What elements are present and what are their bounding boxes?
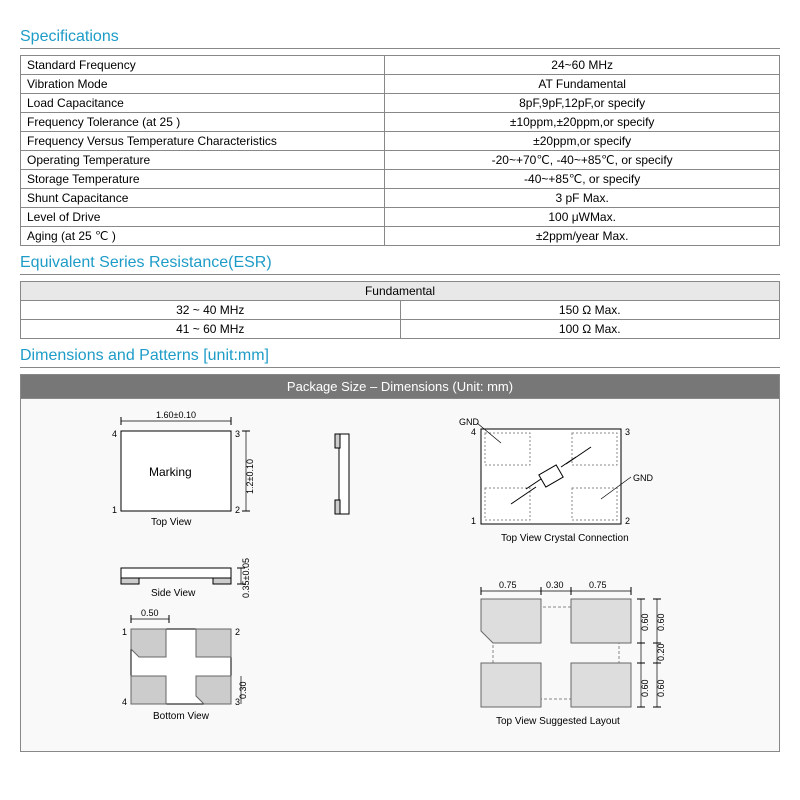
suggested-layout-diagram: 0.75 0.30 0.75 0.60 0.20 0.60 0	[441, 579, 701, 732]
side-view-diagram: 0.35±0.05 Side View	[101, 554, 281, 607]
pkg-header: Package Size – Dimensions (Unit: mm)	[20, 374, 780, 399]
spec-label: Level of Drive	[21, 208, 385, 227]
svg-text:Bottom View: Bottom View	[153, 711, 210, 722]
svg-text:2: 2	[235, 627, 240, 637]
spec-value: 24~60 MHz	[385, 56, 780, 75]
esr-value: 100 Ω Max.	[400, 320, 780, 339]
svg-text:Top View Suggested Layout: Top View Suggested Layout	[496, 716, 620, 727]
svg-text:Marking: Marking	[149, 465, 192, 479]
svg-text:Side View: Side View	[151, 588, 196, 599]
pkg-body: 1.60±0.10 Marking 4 3 1 2 1.2±0.10 Top V…	[20, 399, 780, 752]
svg-text:0.60: 0.60	[656, 613, 666, 631]
svg-text:0.60: 0.60	[656, 679, 666, 697]
svg-text:3: 3	[625, 427, 630, 437]
spec-label: Frequency Tolerance (at 25 )	[21, 113, 385, 132]
spec-value: 3 pF Max.	[385, 189, 780, 208]
esr-value: 150 Ω Max.	[400, 301, 780, 320]
side-small-diagram	[331, 429, 361, 532]
svg-text:GND: GND	[633, 473, 654, 483]
spec-value: -40~+85℃, or specify	[385, 170, 780, 189]
svg-text:1: 1	[122, 627, 127, 637]
svg-text:4: 4	[471, 427, 476, 437]
dims-heading: Dimensions and Patterns [unit:mm]	[20, 347, 780, 368]
svg-text:Top View Crystal Connection: Top View Crystal Connection	[501, 533, 629, 544]
esr-table: Fundamental 32 ~ 40 MHz150 Ω Max.41 ~ 60…	[20, 281, 780, 339]
svg-text:GND: GND	[459, 417, 480, 427]
spec-label: Shunt Capacitance	[21, 189, 385, 208]
svg-text:1.2±0.10: 1.2±0.10	[245, 459, 255, 494]
svg-text:4: 4	[112, 429, 117, 439]
specs-table: Standard Frequency24~60 MHzVibration Mod…	[20, 55, 780, 246]
svg-text:1: 1	[471, 516, 476, 526]
crystal-conn-diagram: 4 3 1 2 GND GND Top View Crystal Connect…	[441, 409, 691, 552]
svg-text:1.60±0.10: 1.60±0.10	[156, 410, 196, 420]
top-view-diagram: 1.60±0.10 Marking 4 3 1 2 1.2±0.10 Top V…	[101, 409, 271, 542]
spec-value: ±10ppm,±20ppm,or specify	[385, 113, 780, 132]
svg-text:2: 2	[235, 505, 240, 515]
spec-label: Frequency Versus Temperature Characteris…	[21, 132, 385, 151]
svg-text:0.20: 0.20	[656, 643, 666, 661]
esr-heading: Equivalent Series Resistance(ESR)	[20, 254, 780, 275]
svg-text:0.30: 0.30	[546, 580, 564, 590]
spec-value: 8pF,9pF,12pF,or specify	[385, 94, 780, 113]
spec-label: Storage Temperature	[21, 170, 385, 189]
svg-text:0.35±0.05: 0.35±0.05	[241, 558, 251, 598]
svg-text:Top View: Top View	[151, 517, 192, 528]
svg-text:0.60: 0.60	[640, 679, 650, 697]
spec-label: Load Capacitance	[21, 94, 385, 113]
spec-value: ±20ppm,or specify	[385, 132, 780, 151]
spec-value: 100 μWMax.	[385, 208, 780, 227]
svg-text:0.50: 0.50	[141, 609, 159, 618]
specs-heading: Specifications	[20, 28, 780, 49]
spec-label: Vibration Mode	[21, 75, 385, 94]
esr-range: 32 ~ 40 MHz	[21, 301, 401, 320]
esr-range: 41 ~ 60 MHz	[21, 320, 401, 339]
bottom-view-diagram: 0.50 1 2 4 3 0.30 Bottom View	[111, 609, 271, 732]
spec-value: -20~+70℃, -40~+85℃, or specify	[385, 151, 780, 170]
spec-label: Aging (at 25 ℃ )	[21, 227, 385, 246]
spec-label: Standard Frequency	[21, 56, 385, 75]
spec-value: AT Fundamental	[385, 75, 780, 94]
esr-header: Fundamental	[21, 282, 780, 301]
svg-text:0.75: 0.75	[499, 580, 517, 590]
svg-text:3: 3	[235, 429, 240, 439]
svg-text:2: 2	[625, 516, 630, 526]
svg-text:1: 1	[112, 505, 117, 515]
svg-text:0.60: 0.60	[640, 613, 650, 631]
svg-text:0.30: 0.30	[238, 681, 248, 699]
spec-value: ±2ppm/year Max.	[385, 227, 780, 246]
svg-text:4: 4	[122, 697, 127, 707]
svg-text:0.75: 0.75	[589, 580, 607, 590]
spec-label: Operating Temperature	[21, 151, 385, 170]
